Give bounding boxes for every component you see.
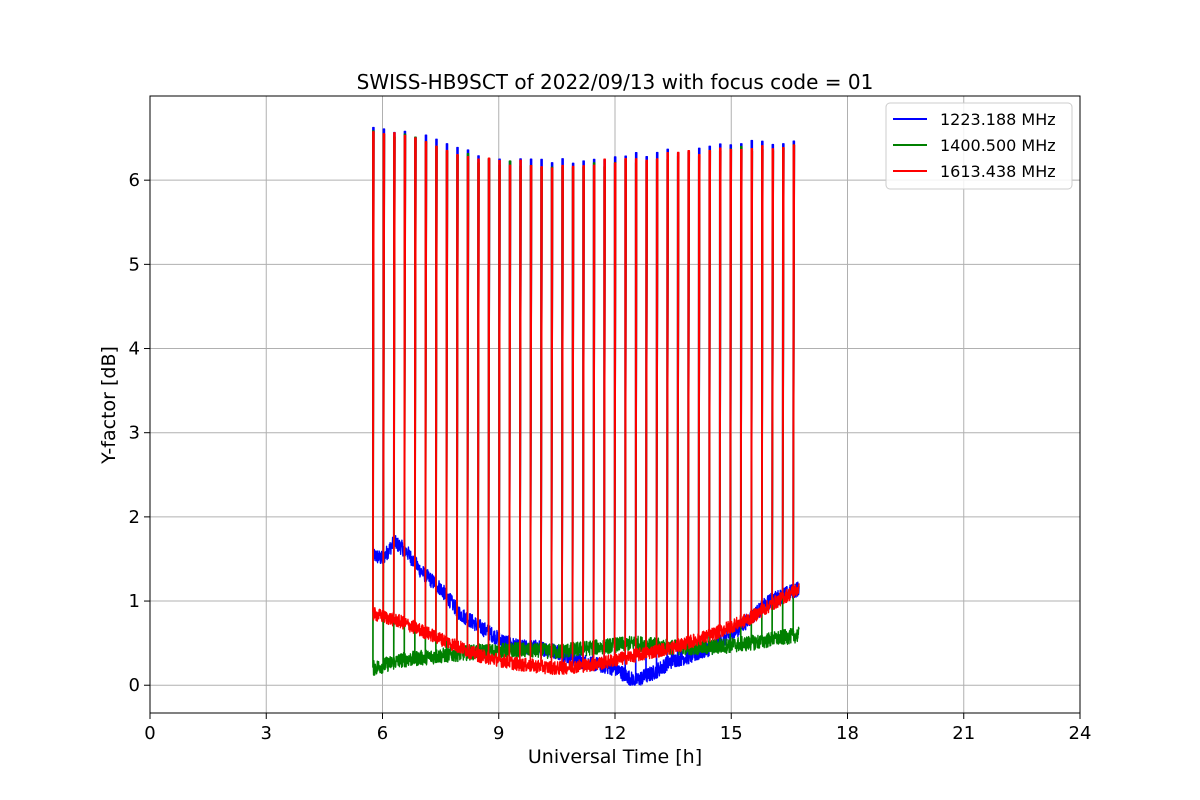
legend-label-2: 1400.500 MHz [940, 136, 1056, 155]
x-tick-label: 3 [261, 723, 272, 744]
chart-title: SWISS-HB9SCT of 2022/09/13 with focus co… [357, 70, 874, 94]
legend: 1223.188 MHz 1400.500 MHz 1613.438 MHz [885, 102, 1073, 190]
series-line-3 [372, 131, 800, 676]
x-tick-label: 9 [493, 723, 504, 744]
series-line-2 [372, 130, 800, 676]
y-tick-label: 4 [129, 339, 140, 360]
x-tick-label: 15 [720, 723, 743, 744]
series-layer [372, 126, 800, 686]
x-axis-label: Universal Time [h] [528, 746, 702, 768]
x-tick-label: 21 [952, 723, 975, 744]
y-tick-label: 2 [129, 507, 140, 528]
y-tick-label: 6 [129, 170, 140, 191]
y-tick-label: 5 [129, 254, 140, 275]
x-tick-label: 6 [377, 723, 388, 744]
x-tick-label: 18 [836, 723, 859, 744]
x-tick-label: 24 [1069, 723, 1092, 744]
y-axis-label: Y-factor [dB] [98, 346, 120, 465]
legend-label-3: 1613.438 MHz [940, 162, 1056, 181]
x-tick-label: 12 [604, 723, 627, 744]
y-tick-label: 1 [129, 591, 140, 612]
legend-box [885, 102, 1073, 190]
y-tick-label: 0 [129, 675, 140, 696]
y-tick-label: 3 [129, 423, 140, 444]
legend-label-1: 1223.188 MHz [940, 110, 1056, 129]
x-tick-label: 0 [144, 723, 155, 744]
